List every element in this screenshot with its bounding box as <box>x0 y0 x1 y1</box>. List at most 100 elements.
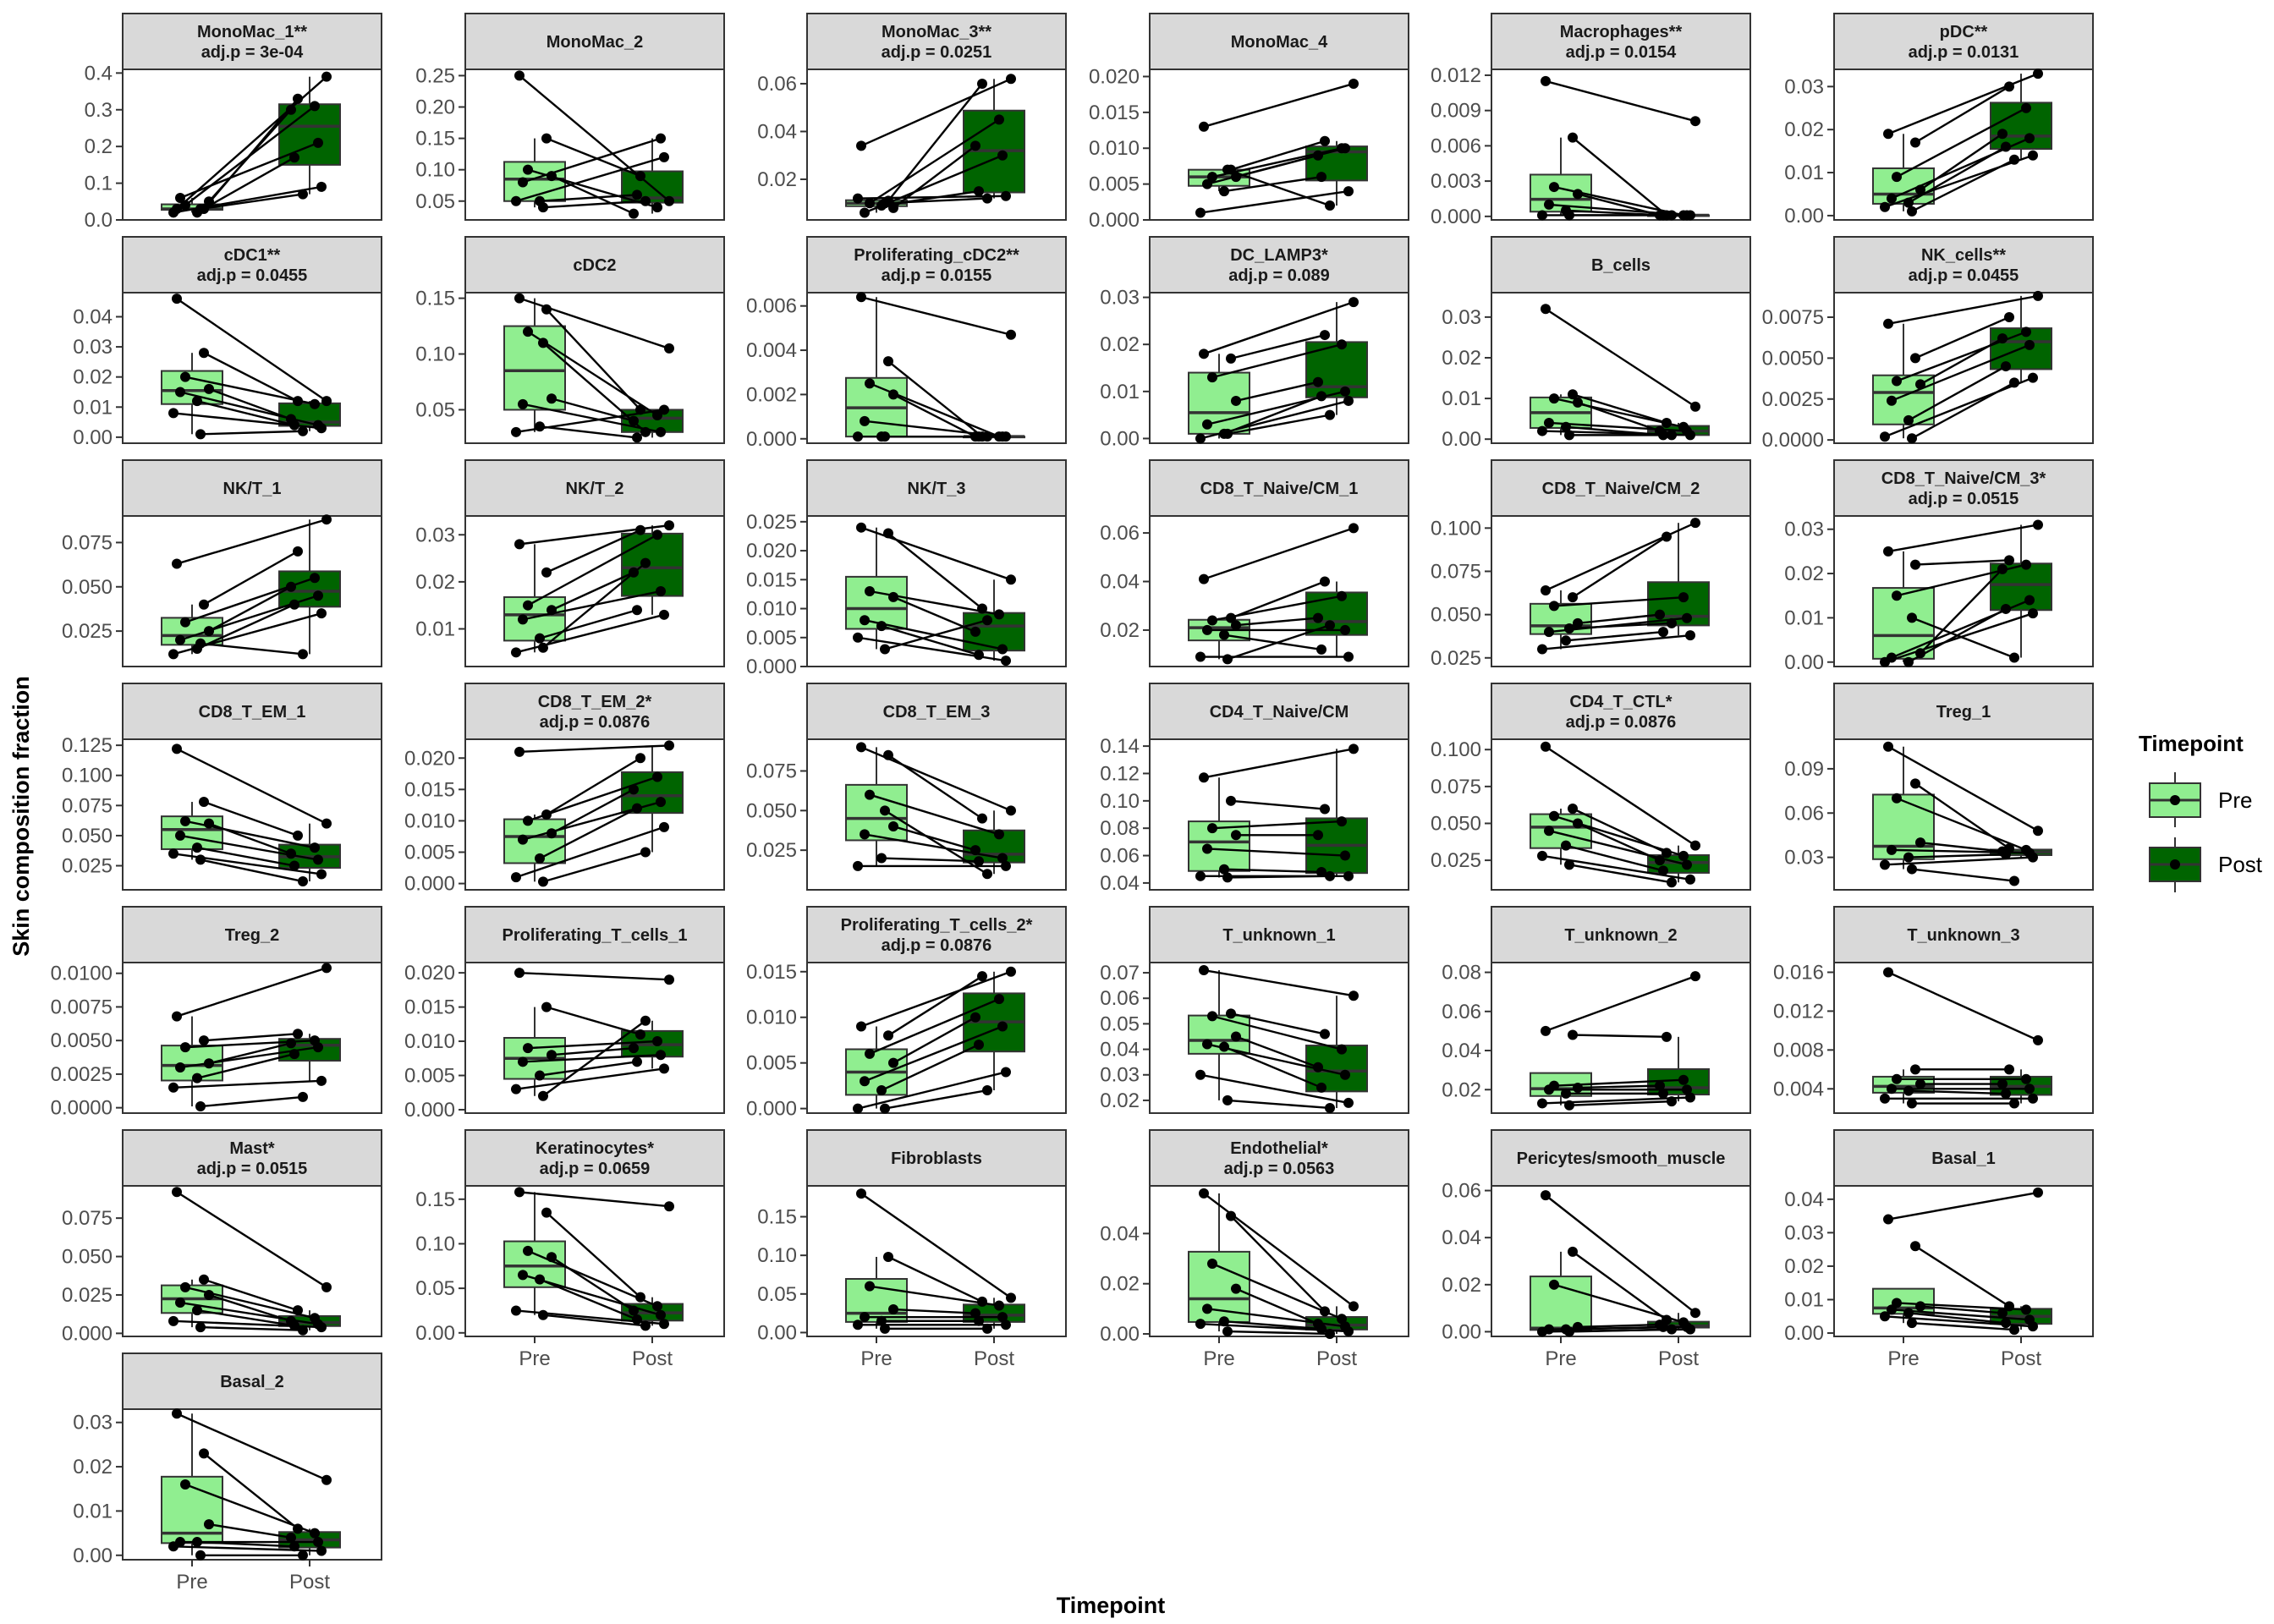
post-point <box>2028 1093 2038 1104</box>
y-tick-label: 0.15 <box>415 1188 455 1211</box>
y-tick-label: 0.3 <box>85 99 113 122</box>
legend-pre-point <box>2170 795 2180 805</box>
pre-point <box>1915 1301 1925 1312</box>
facet-title: CD8_T_Naive/CM_1 <box>1200 480 1359 498</box>
paired-line <box>208 108 292 203</box>
pre-point <box>541 1207 552 1218</box>
pre-point <box>1549 393 1559 404</box>
y-tick-label: 0.05 <box>757 1283 797 1306</box>
post-point <box>1662 417 1672 428</box>
y-tick-label: 0.05 <box>415 190 455 213</box>
pre-point <box>175 387 185 398</box>
paired-line <box>1227 1330 1331 1336</box>
post-point <box>994 609 1004 620</box>
pre-point <box>865 586 875 596</box>
post-point <box>1325 620 1335 631</box>
pre-point <box>1887 844 1897 855</box>
post-point <box>1001 860 1011 871</box>
pre-point <box>853 431 863 442</box>
paired-line <box>539 425 638 439</box>
y-tick-label: 0.00 <box>1784 651 1824 674</box>
post-point <box>1655 1080 1665 1091</box>
y-tick-label: 0.050 <box>62 825 113 848</box>
y-tick-label: 0.075 <box>62 794 113 817</box>
y-tick-label: 0.020 <box>746 540 797 562</box>
post-point <box>977 603 987 614</box>
post-point <box>659 151 669 162</box>
post-point <box>1682 1084 1692 1095</box>
pre-point <box>1226 612 1236 623</box>
pre-point <box>1892 793 1902 804</box>
y-tick-label: 0.075 <box>746 760 797 782</box>
paired-line <box>1908 365 2007 421</box>
paired-line <box>527 331 658 417</box>
y-tick-label: 0.02 <box>1100 1089 1140 1112</box>
pre-point <box>541 1001 552 1012</box>
y-tick-label: 0.000 <box>1089 209 1140 232</box>
facet-title: CD8_T_EM_1 <box>199 703 306 721</box>
post-point <box>321 396 332 407</box>
post-point <box>1658 430 1668 441</box>
pre-point <box>523 1245 533 1256</box>
pre-point <box>1195 870 1206 881</box>
pre-point <box>1222 872 1233 883</box>
post-point <box>982 1085 992 1096</box>
paired-line <box>1203 82 1354 128</box>
y-tick-label: 0.04 <box>1100 872 1140 895</box>
pre-point <box>541 809 552 820</box>
pre-point <box>175 1298 185 1309</box>
pre-point <box>1892 376 1902 387</box>
y-tick-label: 0.03 <box>1784 1221 1824 1244</box>
pre-point <box>1207 372 1217 383</box>
post-point <box>1658 1088 1668 1099</box>
legend-title: Timepoint <box>2139 731 2244 756</box>
pre-point <box>523 326 533 337</box>
post-point <box>1316 172 1326 183</box>
paired-line <box>887 532 983 610</box>
paired-line <box>884 619 988 650</box>
post-point <box>640 847 651 858</box>
pre-box <box>845 783 908 842</box>
post-point <box>316 181 327 192</box>
pre-point <box>192 396 202 407</box>
y-tick-label: 0.03 <box>1100 1064 1140 1087</box>
paired-line <box>546 1211 641 1298</box>
pre-point <box>175 1062 185 1073</box>
post-point <box>1325 1329 1335 1340</box>
pre-point <box>180 371 190 382</box>
y-tick-label: 0.0050 <box>51 1029 113 1052</box>
pre-point <box>1880 201 1890 212</box>
facet-panel: Mast* adj.p = 0.0515 0.000 0.025 0.050 0.075 <box>62 1129 382 1345</box>
post-point <box>293 93 303 104</box>
facet-panel: T_unknown_2 0.02 0.04 0.06 0.08 <box>1442 906 1751 1114</box>
post-point <box>1655 609 1665 620</box>
post-point <box>974 1040 984 1051</box>
pre-point <box>853 1103 863 1114</box>
pre-point <box>1226 353 1236 364</box>
facet-title: T_unknown_2 <box>1564 926 1677 945</box>
pre-point <box>1903 1085 1914 1096</box>
paired-line <box>539 1278 638 1321</box>
post-point <box>316 1545 327 1556</box>
facet-title: T_unknown_3 <box>1907 926 2019 945</box>
facet-panel: T_unknown_3 0.004 0.008 0.012 0.016 <box>1773 906 2094 1114</box>
paired-line <box>1887 971 2039 1041</box>
pre-point <box>1541 584 1551 595</box>
y-tick-label: 0.000 <box>746 656 797 678</box>
facet-strip <box>806 13 1067 70</box>
pre-point <box>1887 395 1897 406</box>
pre-point <box>514 746 525 757</box>
pre-point <box>1903 852 1914 863</box>
post-point <box>2033 69 2043 80</box>
pre-point <box>1910 137 1920 148</box>
y-axis-title: Skin composition fraction <box>8 676 34 957</box>
post-point <box>994 114 1004 125</box>
post-point <box>640 1015 651 1026</box>
post-point <box>977 813 987 824</box>
paired-line <box>1206 848 1346 857</box>
paired-line <box>1227 168 1331 207</box>
post-point <box>632 432 642 443</box>
pre-point <box>1231 395 1241 406</box>
post-point <box>1682 859 1692 870</box>
pre-point <box>1544 826 1554 837</box>
